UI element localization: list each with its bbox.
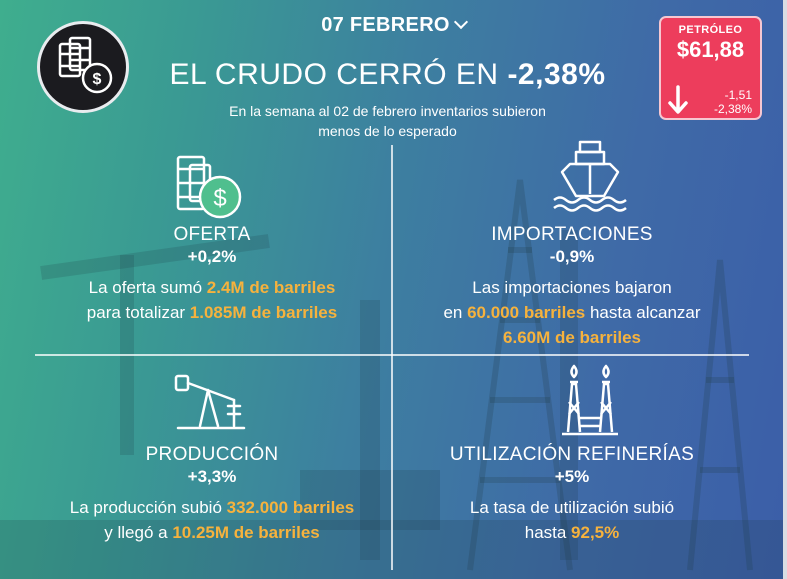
right-frame-edge xyxy=(783,0,787,579)
svg-text:$: $ xyxy=(213,185,226,212)
oil-change-pct: -2,38% xyxy=(713,102,752,116)
svg-text:$: $ xyxy=(93,71,102,88)
produccion-pct: +3,3% xyxy=(187,467,237,486)
produccion-desc: La producción subió 332.000 barriles y l… xyxy=(35,495,389,545)
refinerias-desc: La tasa de utilización subió hasta 92,5% xyxy=(395,495,749,545)
subtitle: En la semana al 02 de febrero inventario… xyxy=(0,101,775,141)
pumpjack-icon xyxy=(174,374,246,430)
oferta-line2-text: para totalizar xyxy=(86,303,190,322)
horizontal-divider xyxy=(35,354,749,356)
refinerias-line2-highlight: 92,5% xyxy=(571,523,620,542)
produccion-title: PRODUCCIÓN xyxy=(145,444,279,465)
headline-prefix: EL CRUDO CERRÓ EN xyxy=(169,58,508,91)
produccion-line2-highlight: 10.25M de barriles xyxy=(172,523,320,542)
importaciones-line2-post: hasta alcanzar xyxy=(585,303,701,322)
importaciones-line3-highlight: 6.60M de barriles xyxy=(503,328,641,347)
ship-icon xyxy=(553,140,627,212)
date-label: 07 FEBRERO xyxy=(321,14,450,36)
vertical-divider xyxy=(391,145,393,570)
oil-label: PETRÓLEO xyxy=(678,24,743,36)
section-oferta: OFERTA +0,2% La oferta sumó 2.4M de barr… xyxy=(35,224,389,325)
barrels-dollar-icon: $ xyxy=(37,21,129,113)
headline-value: -2,38% xyxy=(507,58,606,91)
importaciones-line1: Las importaciones bajaron xyxy=(472,278,672,297)
refinerias-title: UTILIZACIÓN REFINERÍAS xyxy=(449,444,695,465)
importaciones-pct: -0,9% xyxy=(549,247,595,266)
oil-price: $61,88 xyxy=(676,37,745,62)
refinery-icon xyxy=(562,364,618,436)
section-importaciones: IMPORTACIONES -0,9% Las importaciones ba… xyxy=(395,224,749,350)
oferta-line2-highlight: 1.085M de barriles xyxy=(189,303,338,322)
section-refinerias: UTILIZACIÓN REFINERÍAS +5% La tasa de ut… xyxy=(395,444,749,545)
oferta-line1-text: La oferta sumó xyxy=(88,278,207,297)
oferta-pct: +0,2% xyxy=(187,247,237,266)
importaciones-title: IMPORTACIONES xyxy=(491,224,653,245)
arrow-down-icon xyxy=(668,85,688,114)
oil-price-badge: PETRÓLEO $61,88 -1,51 -2,38% xyxy=(659,16,762,120)
oil-change-abs: -1,51 xyxy=(724,88,752,102)
oferta-line1-highlight: 2.4M de barriles xyxy=(206,278,336,297)
oferta-title: OFERTA xyxy=(173,224,251,245)
refinerias-line2-text: hasta xyxy=(524,523,572,542)
importaciones-line2-pre: en xyxy=(443,303,468,322)
chevron-down-icon xyxy=(453,14,468,30)
subtitle-line-2: menos de lo esperado xyxy=(318,123,457,139)
produccion-line1-text: La producción subió xyxy=(69,498,227,517)
barrels-dollar-icon: $ xyxy=(176,155,242,219)
subtitle-line-1: En la semana al 02 de febrero inventario… xyxy=(229,103,546,119)
refinerias-line1: La tasa de utilización subió xyxy=(469,498,675,517)
headline: EL CRUDO CERRÓ EN -2,38% xyxy=(0,58,775,92)
section-produccion: PRODUCCIÓN +3,3% La producción subió 332… xyxy=(35,444,389,545)
produccion-line2-text: y llegó a xyxy=(104,523,173,542)
importaciones-line2-highlight: 60.000 barriles xyxy=(467,303,586,322)
oil-change: -1,51 -2,38% xyxy=(714,88,752,116)
date-selector[interactable]: 07 FEBRERO xyxy=(0,14,787,37)
refinerias-pct: +5% xyxy=(554,467,590,486)
produccion-line1-highlight: 332.000 barriles xyxy=(226,498,355,517)
oferta-desc: La oferta sumó 2.4M de barriles para tot… xyxy=(35,275,389,325)
importaciones-desc: Las importaciones bajaron en 60.000 barr… xyxy=(395,275,749,350)
